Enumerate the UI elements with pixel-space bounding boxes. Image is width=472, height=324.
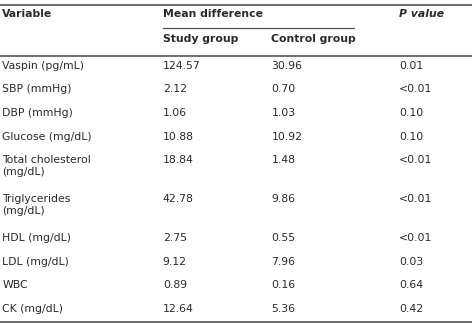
Text: DBP (mmHg): DBP (mmHg) <box>2 108 73 118</box>
Text: 2.75: 2.75 <box>163 233 187 243</box>
Text: Triglycerides
(mg/dL): Triglycerides (mg/dL) <box>2 194 71 216</box>
Text: HDL (mg/dL): HDL (mg/dL) <box>2 233 71 243</box>
Text: 5.36: 5.36 <box>271 304 295 314</box>
Text: 124.57: 124.57 <box>163 61 201 71</box>
Text: 2.12: 2.12 <box>163 84 187 94</box>
Text: Study group: Study group <box>163 34 238 44</box>
Text: 1.48: 1.48 <box>271 155 295 165</box>
Text: 30.96: 30.96 <box>271 61 303 71</box>
Text: 1.06: 1.06 <box>163 108 187 118</box>
Text: 10.88: 10.88 <box>163 132 194 142</box>
Text: 0.16: 0.16 <box>271 280 295 290</box>
Text: P value: P value <box>399 9 444 19</box>
Text: Mean difference: Mean difference <box>163 9 263 19</box>
Text: <0.01: <0.01 <box>399 155 432 165</box>
Text: SBP (mmHg): SBP (mmHg) <box>2 84 72 94</box>
Text: 9.12: 9.12 <box>163 257 187 267</box>
Text: <0.01: <0.01 <box>399 84 432 94</box>
Text: 12.64: 12.64 <box>163 304 194 314</box>
Text: 7.96: 7.96 <box>271 257 295 267</box>
Text: 0.10: 0.10 <box>399 132 423 142</box>
Text: <0.01: <0.01 <box>399 233 432 243</box>
Text: Control group: Control group <box>271 34 356 44</box>
Text: Vaspin (pg/mL): Vaspin (pg/mL) <box>2 61 84 71</box>
Text: 1.03: 1.03 <box>271 108 295 118</box>
Text: CK (mg/dL): CK (mg/dL) <box>2 304 63 314</box>
Text: Total cholesterol
(mg/dL): Total cholesterol (mg/dL) <box>2 155 91 177</box>
Text: 0.64: 0.64 <box>399 280 423 290</box>
Text: 0.10: 0.10 <box>399 108 423 118</box>
Text: Variable: Variable <box>2 9 52 19</box>
Text: Glucose (mg/dL): Glucose (mg/dL) <box>2 132 92 142</box>
Text: LDL (mg/dL): LDL (mg/dL) <box>2 257 69 267</box>
Text: WBC: WBC <box>2 280 28 290</box>
Text: 10.92: 10.92 <box>271 132 303 142</box>
Text: 0.42: 0.42 <box>399 304 423 314</box>
Text: 9.86: 9.86 <box>271 194 295 204</box>
Text: 0.89: 0.89 <box>163 280 187 290</box>
Text: 0.55: 0.55 <box>271 233 295 243</box>
Text: 0.03: 0.03 <box>399 257 423 267</box>
Text: 0.70: 0.70 <box>271 84 295 94</box>
Text: <0.01: <0.01 <box>399 194 432 204</box>
Text: 0.01: 0.01 <box>399 61 423 71</box>
Text: 42.78: 42.78 <box>163 194 194 204</box>
Text: 18.84: 18.84 <box>163 155 194 165</box>
